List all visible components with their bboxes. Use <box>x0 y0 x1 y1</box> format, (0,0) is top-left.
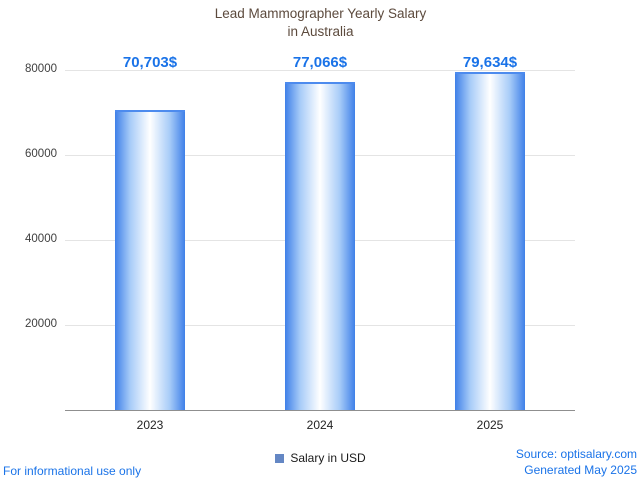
legend-swatch-icon <box>275 453 285 463</box>
plot-area <box>65 70 575 411</box>
legend-label: Salary in USD <box>290 451 366 465</box>
y-axis-tick-label: 80000 <box>25 63 57 75</box>
source-block: Source: optisalary.com Generated May 202… <box>516 446 637 478</box>
chart-title: Lead Mammographer Yearly Salary in Austr… <box>214 6 427 39</box>
y-axis-tick-label: 60000 <box>25 148 57 160</box>
disclaimer-text: For informational use only <box>3 464 142 478</box>
y-axis-tick-label: 20000 <box>25 318 57 330</box>
bar-2023 <box>115 109 185 410</box>
generated-text: Generated May 2025 <box>524 462 637 477</box>
bar-value-label: 70,703$ <box>122 54 178 71</box>
x-axis-label: 2025 <box>476 418 504 432</box>
y-axis-tick-label: 40000 <box>25 233 57 245</box>
bar-2025 <box>455 71 525 410</box>
bar-2024 <box>285 82 355 410</box>
x-axis-label: 2023 <box>136 418 164 432</box>
bar-value-label: 79,634$ <box>462 54 518 71</box>
legend: Salary in USD <box>0 451 641 465</box>
gridline <box>65 70 575 71</box>
bar-value-label: 77,066$ <box>292 54 348 71</box>
x-axis-label: 2024 <box>306 418 334 432</box>
source-text: Source: optisalary.com <box>515 446 637 461</box>
